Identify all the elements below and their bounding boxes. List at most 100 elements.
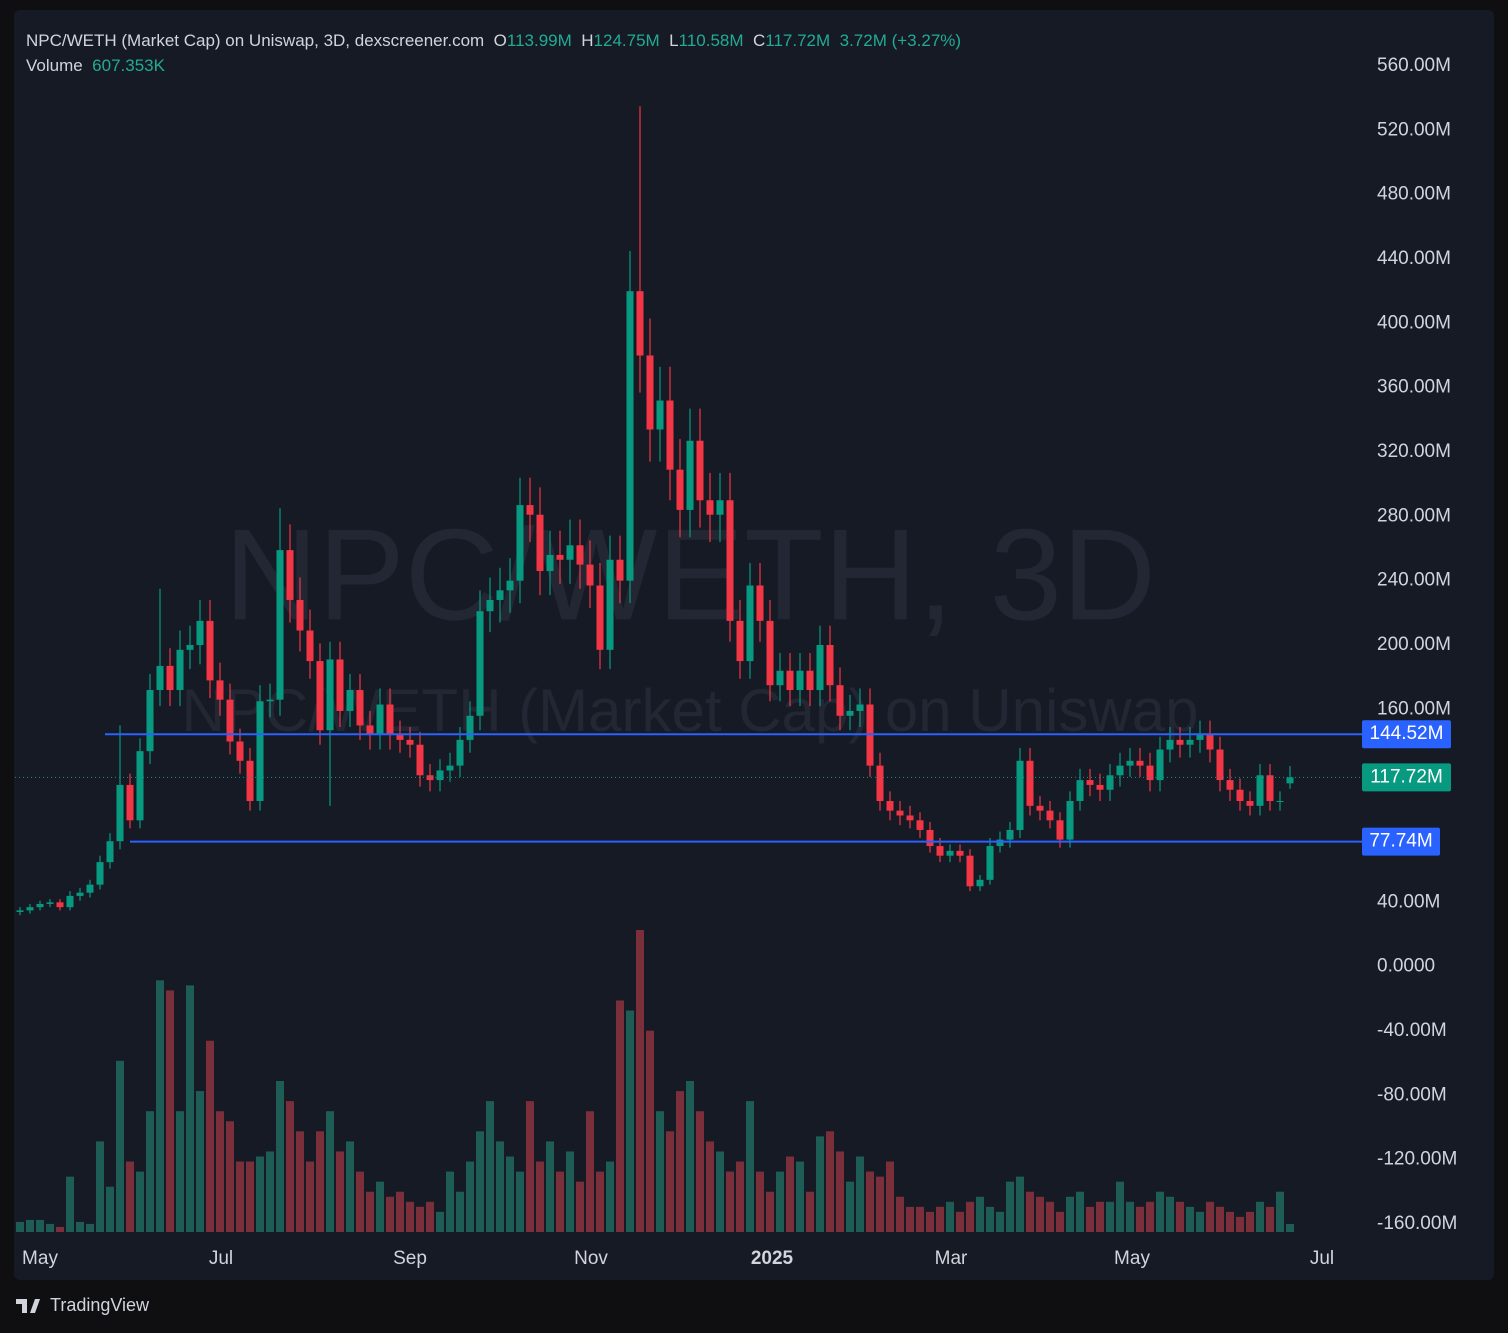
volume-bar xyxy=(1206,1201,1214,1232)
price-label-box xyxy=(1362,827,1440,856)
volume-bar xyxy=(1136,1206,1144,1232)
volume-bar xyxy=(366,1191,374,1232)
volume-bar xyxy=(966,1201,974,1232)
volume-bar xyxy=(416,1206,424,1232)
volume-bar xyxy=(866,1171,874,1232)
candle-body xyxy=(266,699,274,702)
candle-body xyxy=(736,620,744,662)
volume-bar xyxy=(816,1136,824,1232)
volume-bar xyxy=(16,1221,24,1232)
candle-body xyxy=(316,661,324,731)
candle-body xyxy=(1266,775,1274,802)
candle-body xyxy=(996,839,1004,847)
volume-bar xyxy=(896,1196,904,1232)
candle-body xyxy=(156,665,164,691)
h-value: 124.75M xyxy=(593,31,660,50)
volume-bar xyxy=(96,1141,104,1232)
y-tick-label: 200.00M xyxy=(1377,634,1451,655)
volume-bar xyxy=(1066,1196,1074,1232)
y-tick-label: -120.00M xyxy=(1377,1149,1457,1170)
candle-body xyxy=(1176,739,1184,745)
y-tick-label: 0.0000 xyxy=(1377,956,1435,977)
volume-line: Volume 607.353K xyxy=(26,56,165,76)
volume-bar xyxy=(806,1191,814,1232)
candle-body xyxy=(1256,775,1264,806)
volume-bar xyxy=(376,1181,384,1232)
volume-bar xyxy=(656,1111,664,1232)
candle-body xyxy=(1066,801,1074,840)
candle-body xyxy=(426,775,434,781)
candle-body xyxy=(926,829,934,847)
candle-body xyxy=(306,630,314,662)
y-tick-label: 520.00M xyxy=(1377,119,1451,140)
volume-bar xyxy=(996,1211,1004,1232)
volume-bar xyxy=(496,1141,504,1232)
candle-body xyxy=(716,500,724,515)
volume-bar xyxy=(46,1223,54,1232)
candle-body xyxy=(36,903,44,908)
volume-bar xyxy=(776,1171,784,1232)
candle-body xyxy=(586,564,594,586)
volume-bar xyxy=(1256,1201,1264,1232)
l-label: L xyxy=(669,31,679,50)
volume-bar xyxy=(56,1226,64,1232)
candle-body xyxy=(1126,760,1134,766)
candle-body xyxy=(1106,775,1114,790)
candle-body xyxy=(706,500,714,515)
candle-body xyxy=(106,841,114,863)
volume-bar xyxy=(626,1010,634,1232)
candle-body xyxy=(46,902,54,904)
y-tick-label: 560.00M xyxy=(1377,55,1451,76)
candle-body xyxy=(1166,739,1174,750)
volume-bar xyxy=(1236,1216,1244,1232)
volume-bar xyxy=(136,1171,144,1232)
volume-bar xyxy=(166,990,174,1232)
candle-body xyxy=(666,400,674,470)
volume-bar xyxy=(186,985,194,1232)
o-value: 113.99M xyxy=(506,31,572,50)
volume-bar xyxy=(1156,1191,1164,1232)
header-title: NPC/WETH (Market Cap) on Uniswap, 3D, de… xyxy=(26,31,485,50)
volume-bar xyxy=(1186,1206,1194,1232)
candle-body xyxy=(146,690,154,752)
o-label: O xyxy=(493,31,507,50)
candle-body xyxy=(886,801,894,811)
candle-body xyxy=(646,355,654,430)
candle-body xyxy=(226,699,234,742)
y-tick-label: 240.00M xyxy=(1377,570,1451,591)
candle-body xyxy=(356,690,364,726)
volume-bar xyxy=(246,1161,254,1232)
candle-body xyxy=(526,505,534,515)
candle-body xyxy=(376,704,384,736)
candle-body xyxy=(76,892,84,896)
volume-bar xyxy=(746,1101,754,1232)
volume-bar xyxy=(126,1161,134,1232)
y-tick-label: 320.00M xyxy=(1377,441,1451,462)
candle-body xyxy=(386,704,394,736)
candle-body xyxy=(336,659,344,711)
candle-body xyxy=(976,879,984,887)
volume-bar xyxy=(466,1161,474,1232)
candle-body xyxy=(846,710,854,716)
candle-body xyxy=(516,505,524,581)
volume-bar xyxy=(976,1196,984,1232)
volume-bar xyxy=(436,1211,444,1232)
volume-bar xyxy=(586,1111,594,1232)
y-tick-label: 400.00M xyxy=(1377,312,1451,333)
candle-body xyxy=(216,680,224,700)
y-tick-label: 360.00M xyxy=(1377,377,1451,398)
y-tick-label: 480.00M xyxy=(1377,184,1451,205)
y-tick-label: 160.00M xyxy=(1377,698,1451,719)
volume-bar xyxy=(826,1131,834,1232)
candle-body xyxy=(956,850,964,856)
volume-bar xyxy=(1266,1206,1274,1232)
candle-body xyxy=(856,704,864,711)
candle-body xyxy=(1276,801,1284,803)
candle-body xyxy=(766,620,774,686)
candle-body xyxy=(326,659,334,731)
volume-bar xyxy=(956,1211,964,1232)
volume-bar xyxy=(266,1151,274,1232)
volume-bar xyxy=(1026,1191,1034,1232)
candle-body xyxy=(1146,765,1154,781)
candle-body xyxy=(466,715,474,740)
